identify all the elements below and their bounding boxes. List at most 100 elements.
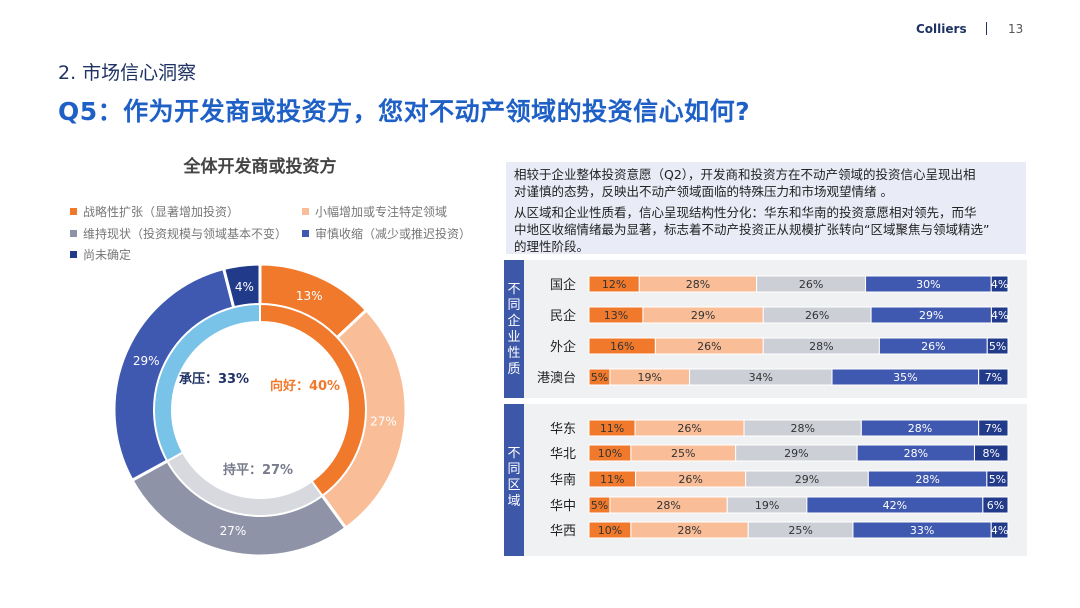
bar-value-label: 28% [904,447,928,460]
bar-segment-uncertain [982,496,1009,514]
bar-value-label: 4% [991,309,1008,322]
legend-swatch [70,251,77,258]
bar-value-label: 7% [985,422,1002,435]
legend-item-small: 小幅增加或专注特定领域 [302,203,447,220]
legend-label: 审慎收缩（减少或推迟投资） [315,227,472,241]
bar-value-label: 28% [790,422,814,435]
bar-value-label: 6% [987,499,1004,512]
group-label-char: 同 [507,298,521,313]
bar-value-label: 5% [591,499,608,512]
bar-value-label: 29% [784,447,808,460]
group-label-char: 质 [507,362,521,377]
bar-value-label: 28% [656,499,680,512]
group-label-char: 域 [507,494,521,509]
bar-value-label: 29% [691,309,715,322]
bar-value-label: 26% [677,422,701,435]
donut-outer-label: 13% [296,289,323,303]
bar-value-label: 10% [598,524,622,537]
bar-category-label: 华北 [550,447,576,462]
group-label-char: 同 [507,462,521,477]
header-divider [986,22,987,35]
group-label-char: 业 [507,330,521,345]
bar-value-label: 5% [989,473,1006,486]
legend-label: 尚未确定 [83,248,132,262]
group-band-enterprise [504,260,524,398]
text-line: 相较于企业整体投资意愿（Q2），开发商和投资方在不动产领域的投资信心呈现出相 [514,167,976,182]
donut-inner-slice [153,302,261,463]
bar-segment-uncertain [990,275,1009,293]
bar-value-label: 28% [915,473,939,486]
bar-segment-uncertain [986,337,1009,355]
insight-paragraph-2: 从区域和企业性质看，信心呈现结构性分化：华东和华南的投资意愿相对领先，而华 中地… [514,204,1026,255]
group-label-char: 区 [507,478,521,493]
group-label-char: 不 [507,282,521,297]
bar-value-label: 5% [591,371,608,384]
bar-segment-uncertain [986,470,1009,488]
bar-value-label: 12% [602,278,626,291]
bar-value-label: 34% [749,371,773,384]
text-line: 的理性阶段。 [514,239,590,254]
bar-value-label: 30% [916,278,940,291]
bar-category-label: 华西 [550,524,576,539]
group-label-char: 性 [507,346,521,361]
bar-category-label: 华中 [550,499,576,514]
bar-value-label: 26% [678,473,702,486]
legend-swatch [70,230,77,237]
legend-swatch [302,230,309,237]
donut-outer-label: 27% [370,415,397,429]
bar-segment-uncertain [978,419,1009,437]
bar-value-label: 42% [883,499,907,512]
bar-value-label: 5% [989,340,1006,353]
legend-swatch [302,208,309,215]
bar-segment-uncertain [973,444,1009,462]
bar-value-label: 11% [600,422,624,435]
donut-chart-title: 全体开发商或投资方 [183,157,337,177]
brand-logo: Colliers [916,22,967,36]
bar-value-label: 16% [610,340,634,353]
insight-textbox: 相较于企业整体投资意愿（Q2），开发商和投资方在不动产领域的投资信心呈现出相 对… [506,162,1026,254]
bar-value-label: 19% [638,371,662,384]
bar-value-label: 26% [799,278,823,291]
page-number: 13 [1008,22,1024,36]
legend-label: 战略性扩张（显著增加投资） [83,205,240,219]
bar-category-label: 华东 [550,422,576,437]
bar-segment-uncertain [978,368,1009,386]
bar-value-label: 26% [921,340,945,353]
bar-value-label: 10% [598,447,622,460]
bar-value-label: 28% [686,278,710,291]
bar-value-label: 35% [893,371,917,384]
bar-value-label: 29% [795,473,819,486]
legend-item-cautious: 审慎收缩（减少或推迟投资） [302,225,471,242]
text-line: 对谨慎的态势，反映出不动产领域面临的特殊压力和市场观望情绪 。 [514,184,893,199]
bar-value-label: 4% [991,524,1008,537]
legend-label: 小幅增加或专注特定领域 [315,205,448,219]
bar-value-label: 8% [983,447,1000,460]
bar-value-label: 11% [600,473,624,486]
bar-category-label: 港澳台 [537,370,576,386]
bar-value-label: 19% [755,499,779,512]
bar-category-label: 华南 [550,472,576,488]
bar-value-label: 29% [919,309,943,322]
legend-item-maintain: 维持现状（投资规模与领域基本不变） [70,225,287,242]
group-label-char: 不 [507,446,521,461]
donut-outer-label: 4% [235,280,254,294]
main-title: Q5：作为开发商或投资方，您对不动产领域的投资信心如何? [58,97,751,126]
insight-paragraph-1: 相较于企业整体投资意愿（Q2），开发商和投资方在不动产领域的投资信心呈现出相 对… [514,166,1026,200]
bar-value-label: 25% [671,447,695,460]
bar-value-label: 26% [805,309,829,322]
group-label-region: 不同区域 [504,446,524,510]
bar-value-label: 28% [677,524,701,537]
bar-value-label: 25% [788,524,812,537]
legend-label: 维持现状（投资规模与领域基本不变） [83,227,288,241]
bar-value-label: 4% [991,278,1008,291]
bar-value-label: 13% [604,309,628,322]
bar-segment-uncertain [990,521,1009,539]
text-line: 从区域和企业性质看，信心呈现结构性分化：华东和华南的投资意愿相对领先，而华 [514,205,977,220]
donut-outer-label: 29% [133,354,160,368]
bar-category-label: 民企 [550,308,576,324]
legend-item-strategic: 战略性扩张（显著增加投资） [70,203,239,220]
text-line: 中地区收缩情绪最为显著，标志着不动产投资正从规模扩张转向“区域聚焦与领域精选” [514,222,990,237]
donut-chart: 13% 27% 27% 29% 4% 向好：40% 持平：27% 承压：33% [112,262,408,558]
donut-outer-label: 27% [220,524,247,538]
